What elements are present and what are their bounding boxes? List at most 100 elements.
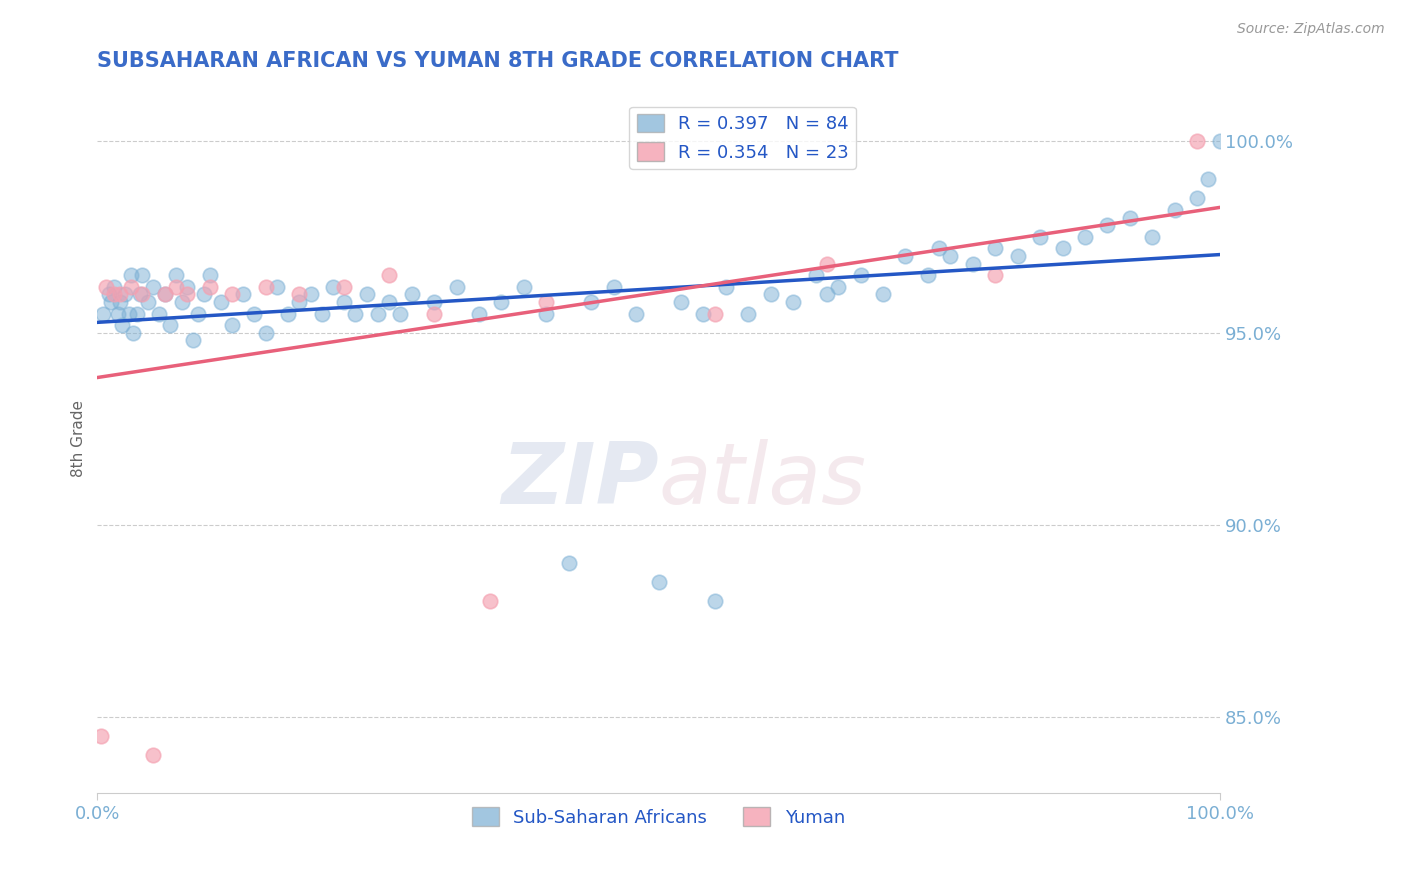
Point: [170, 295, 193, 310]
Point: [1209, 134, 1232, 148]
Point: [288, 295, 311, 310]
Point: [209, 295, 232, 310]
Point: [714, 279, 737, 293]
Point: [103, 279, 125, 293]
Point: [153, 287, 176, 301]
Point: [692, 307, 714, 321]
Point: [322, 279, 344, 293]
Point: [193, 287, 215, 301]
Point: [1164, 202, 1187, 217]
Point: [647, 575, 669, 590]
Point: [131, 268, 153, 283]
Point: [165, 268, 187, 283]
Point: [669, 295, 692, 310]
Point: [1074, 230, 1097, 244]
Point: [536, 295, 558, 310]
Point: [243, 307, 266, 321]
Point: [333, 279, 356, 293]
Point: [221, 287, 243, 301]
Point: [114, 287, 136, 301]
Point: [624, 307, 647, 321]
Point: [100, 295, 122, 310]
Point: [103, 287, 125, 301]
Point: [737, 307, 759, 321]
Point: [849, 268, 872, 283]
Point: [288, 287, 311, 301]
Point: [827, 279, 849, 293]
Point: [1119, 211, 1142, 225]
Point: [356, 287, 378, 301]
Point: [142, 747, 165, 762]
Point: [804, 268, 827, 283]
Point: [108, 287, 131, 301]
Point: [759, 287, 782, 301]
Point: [703, 594, 725, 608]
Point: [558, 556, 581, 570]
Text: SUBSAHARAN AFRICAN VS YUMAN 8TH GRADE CORRELATION CHART: SUBSAHARAN AFRICAN VS YUMAN 8TH GRADE CO…: [97, 51, 898, 70]
Y-axis label: 8th Grade: 8th Grade: [72, 400, 86, 477]
Point: [703, 307, 725, 321]
Point: [120, 268, 142, 283]
Point: [153, 287, 176, 301]
Point: [198, 279, 221, 293]
Point: [928, 241, 950, 255]
Point: [1142, 230, 1164, 244]
Point: [1187, 134, 1209, 148]
Point: [579, 295, 602, 310]
Point: [136, 295, 159, 310]
Point: [513, 279, 536, 293]
Point: [962, 257, 984, 271]
Point: [446, 279, 468, 293]
Point: [479, 594, 502, 608]
Point: [254, 279, 277, 293]
Point: [468, 307, 491, 321]
Point: [97, 287, 120, 301]
Point: [311, 307, 333, 321]
Point: [1007, 249, 1029, 263]
Point: [118, 307, 141, 321]
Point: [378, 268, 401, 283]
Point: [602, 279, 624, 293]
Point: [111, 318, 134, 332]
Point: [815, 287, 838, 301]
Point: [91, 307, 114, 321]
Text: ZIP: ZIP: [501, 440, 658, 523]
Point: [266, 279, 288, 293]
Point: [1097, 219, 1119, 233]
Point: [344, 307, 367, 321]
Point: [367, 307, 389, 321]
Point: [333, 295, 356, 310]
Point: [782, 295, 804, 310]
Point: [187, 307, 209, 321]
Point: [299, 287, 322, 301]
Point: [536, 307, 558, 321]
Point: [232, 287, 254, 301]
Point: [108, 295, 131, 310]
Point: [125, 307, 148, 321]
Point: [142, 279, 165, 293]
Point: [917, 268, 939, 283]
Point: [401, 287, 423, 301]
Text: atlas: atlas: [658, 440, 866, 523]
Point: [198, 268, 221, 283]
Point: [165, 279, 187, 293]
Point: [894, 249, 917, 263]
Point: [1029, 230, 1052, 244]
Point: [423, 295, 446, 310]
Point: [148, 307, 170, 321]
Point: [984, 241, 1007, 255]
Point: [872, 287, 894, 301]
Point: [815, 257, 838, 271]
Point: [107, 307, 129, 321]
Point: [122, 326, 145, 340]
Point: [120, 279, 142, 293]
Point: [1187, 192, 1209, 206]
Point: [131, 287, 153, 301]
Point: [491, 295, 513, 310]
Point: [939, 249, 962, 263]
Legend: Sub-Saharan Africans, Yuman: Sub-Saharan Africans, Yuman: [464, 800, 852, 834]
Point: [254, 326, 277, 340]
Point: [1198, 172, 1220, 186]
Point: [984, 268, 1007, 283]
Point: [423, 307, 446, 321]
